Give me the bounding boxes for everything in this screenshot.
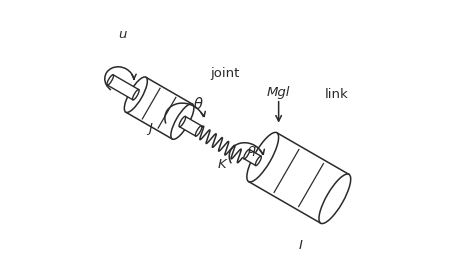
Ellipse shape bbox=[171, 104, 194, 139]
Polygon shape bbox=[244, 150, 261, 166]
Ellipse shape bbox=[107, 75, 114, 85]
Text: q: q bbox=[247, 143, 256, 156]
Polygon shape bbox=[249, 133, 349, 223]
Text: J: J bbox=[148, 122, 152, 135]
Ellipse shape bbox=[179, 116, 186, 127]
Text: joint: joint bbox=[210, 67, 239, 80]
Ellipse shape bbox=[319, 174, 351, 224]
Text: I: I bbox=[298, 239, 302, 252]
Ellipse shape bbox=[133, 90, 139, 100]
Ellipse shape bbox=[195, 126, 202, 136]
Polygon shape bbox=[107, 75, 139, 100]
Text: K: K bbox=[218, 158, 227, 171]
Text: Mgl: Mgl bbox=[267, 86, 290, 99]
Text: $\theta$: $\theta$ bbox=[193, 96, 203, 112]
Polygon shape bbox=[180, 116, 201, 136]
Text: link: link bbox=[325, 88, 348, 101]
Ellipse shape bbox=[247, 132, 279, 182]
Ellipse shape bbox=[255, 156, 261, 166]
Polygon shape bbox=[126, 77, 192, 139]
Text: u: u bbox=[118, 28, 126, 41]
Ellipse shape bbox=[124, 77, 147, 112]
Ellipse shape bbox=[244, 149, 250, 159]
